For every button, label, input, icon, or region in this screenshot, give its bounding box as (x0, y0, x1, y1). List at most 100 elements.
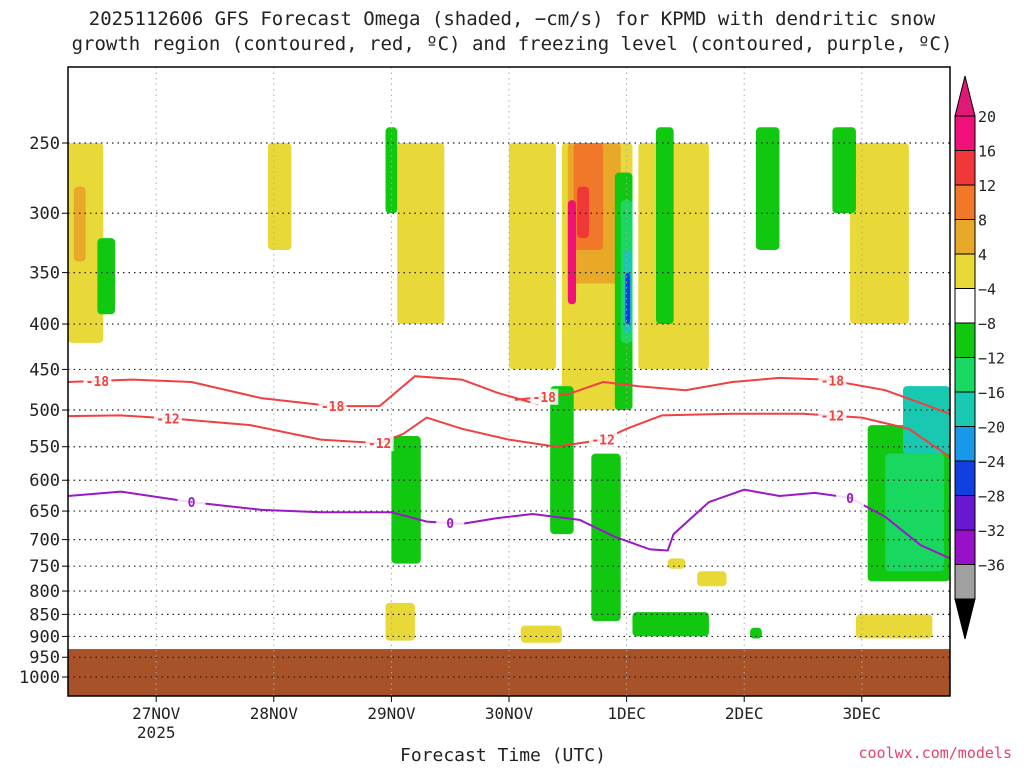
colorbar-box (954, 253, 976, 289)
colorbar-label: −24 (978, 453, 1005, 471)
omega-region (832, 127, 856, 214)
omega-region (385, 127, 398, 214)
colorbar-label: 12 (978, 177, 996, 195)
colorbar-box (954, 219, 976, 255)
y-tick-label: 250 (29, 134, 60, 154)
y-tick-label: 350 (29, 264, 60, 284)
omega-region (567, 200, 577, 305)
gridlines (68, 67, 950, 696)
y-tick-label: 850 (29, 605, 60, 625)
omega-region (885, 453, 945, 572)
contour-label: -12 (591, 434, 614, 449)
omega-shading (68, 127, 950, 643)
contour-label-bg (318, 398, 347, 415)
temperature-contours: -18 -18 -18 -18 -12 -12 -12 -12 0 0 0 (67, 372, 951, 560)
omega-region (577, 186, 589, 239)
contour-label-bg (365, 435, 394, 452)
contour--12C (67, 412, 951, 458)
y-tick-label: 650 (29, 502, 60, 522)
chart-title-line2: growth region (contoured, red, ºC) and f… (71, 33, 953, 55)
omega-region (625, 272, 631, 325)
contour-label-bg (836, 489, 865, 506)
contour-label-bg (436, 515, 465, 532)
chart-title-line1: 2025112606 GFS Forecast Omega (shaded, −… (88, 8, 936, 30)
y-tick-label: 300 (29, 204, 60, 224)
omega-region (755, 127, 780, 250)
x-axis-label: Forecast Time (UTC) (400, 745, 606, 766)
colorbar-label: 16 (978, 143, 996, 161)
x-tick-label: 2DEC (725, 704, 764, 723)
contour-0C (67, 488, 951, 560)
y-tick-label: 700 (29, 531, 60, 551)
colorbar-label: −28 (978, 488, 1005, 506)
omega-region (509, 143, 557, 370)
omega-region (750, 627, 762, 639)
colorbar-label: −36 (978, 557, 1005, 575)
contour-label-bg (177, 494, 206, 511)
contour--18C-b (514, 376, 951, 415)
omega-region (397, 143, 445, 325)
omega-region (902, 386, 950, 454)
omega-region (667, 558, 686, 569)
colorbar-box (954, 322, 976, 358)
contour-label-bg (818, 407, 847, 424)
omega-region (267, 143, 292, 250)
x-tick-label: 30NOV (485, 704, 534, 723)
colorbar-box (954, 495, 976, 531)
colorbar-label: −4 (978, 281, 996, 299)
contour-label: -18 (821, 375, 845, 390)
colorbar-label: −8 (978, 315, 996, 333)
colorbar-box (954, 150, 976, 186)
y-tick-label: 600 (29, 471, 60, 491)
y-tick-label: 800 (29, 582, 60, 602)
colorbar-label: 8 (978, 212, 987, 230)
contour-label: -18 (86, 375, 110, 390)
contour-label-bg (153, 410, 182, 427)
contour-label: -18 (321, 400, 345, 415)
colorbar-box (954, 288, 976, 324)
colorbar-label: −32 (978, 522, 1005, 540)
contour-label-bg (530, 388, 559, 405)
credit-link[interactable]: coolwx.com/models (858, 744, 1012, 762)
omega-region (97, 238, 116, 315)
omega-region (391, 436, 421, 564)
x-tick-label: 27NOV (132, 704, 181, 723)
contour-label: -12 (821, 410, 844, 425)
y-tick-label: 450 (29, 360, 60, 380)
colorbar-box (954, 357, 976, 393)
y-axis: 2503003504004505005506006507007508008509… (19, 134, 68, 688)
omega-region (591, 453, 621, 622)
contour-label: 0 (188, 496, 196, 511)
contour-label: -18 (533, 391, 557, 406)
y-tick-label: 550 (29, 438, 60, 458)
y-tick-label: 900 (29, 627, 60, 647)
colorbar-top-arrow (954, 75, 976, 117)
colorbar-bottom-arrow (954, 598, 976, 640)
omega-region (855, 614, 933, 639)
colorbar-box (954, 426, 976, 462)
contour--18C (67, 375, 539, 408)
omega-region (520, 625, 562, 643)
omega-region (850, 143, 909, 325)
omega-region (385, 602, 415, 641)
y-tick-label: 750 (29, 557, 60, 577)
omega-region (697, 571, 727, 587)
colorbar-label: −20 (978, 419, 1005, 437)
x-tick-label: 1DEC (607, 704, 646, 723)
colorbar-box (954, 391, 976, 427)
omega-region (632, 612, 709, 637)
y-tick-label: 400 (29, 315, 60, 335)
x-tick-sublabel: 2025 (137, 723, 176, 742)
contour-label-bg (818, 372, 847, 389)
y-tick-label: 500 (29, 401, 60, 421)
colorbar-box (954, 529, 976, 565)
colorbar-box (954, 184, 976, 220)
contour-label-bg (589, 431, 618, 448)
y-tick-label: 950 (29, 648, 60, 668)
contour-label: 0 (846, 492, 854, 507)
x-tick-label: 3DEC (843, 704, 882, 723)
colorbar-label: 20 (978, 108, 996, 126)
x-tick-label: 29NOV (367, 704, 416, 723)
